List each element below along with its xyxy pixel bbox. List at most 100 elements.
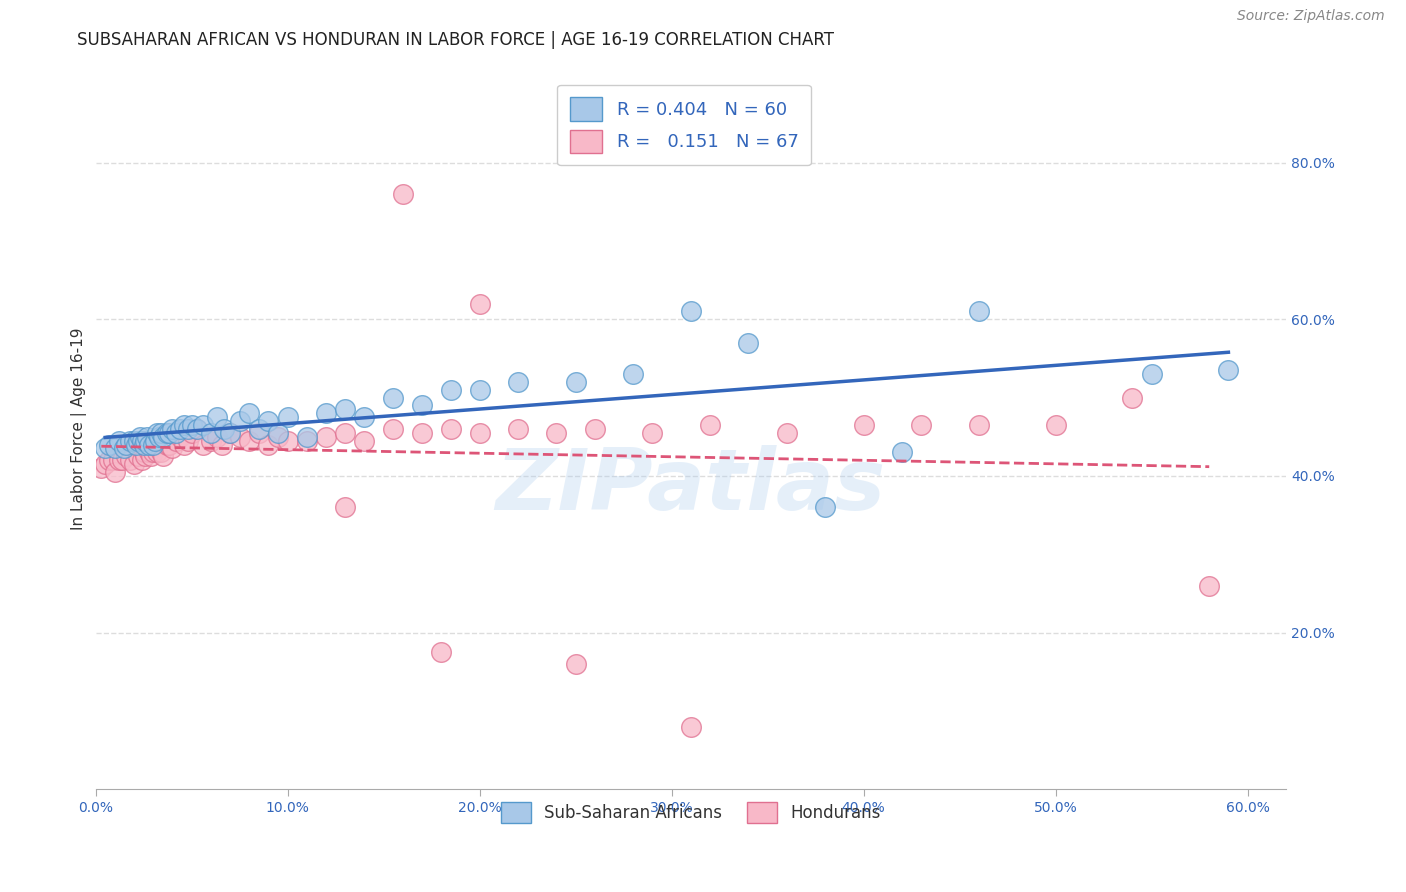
Point <box>142 445 165 459</box>
Point <box>1140 367 1163 381</box>
Point <box>411 398 433 412</box>
Text: SUBSAHARAN AFRICAN VS HONDURAN IN LABOR FORCE | AGE 16-19 CORRELATION CHART: SUBSAHARAN AFRICAN VS HONDURAN IN LABOR … <box>77 31 834 49</box>
Point <box>165 425 187 440</box>
Point <box>146 445 169 459</box>
Point <box>1045 417 1067 432</box>
Point <box>157 425 180 440</box>
Point <box>776 425 799 440</box>
Point <box>247 422 270 436</box>
Point <box>94 457 117 471</box>
Point <box>205 410 228 425</box>
Point <box>468 383 491 397</box>
Point <box>90 461 112 475</box>
Point <box>112 442 135 456</box>
Point <box>228 430 250 444</box>
Point <box>156 437 179 451</box>
Point <box>131 434 153 448</box>
Point <box>101 453 124 467</box>
Point <box>967 304 990 318</box>
Point <box>219 425 242 440</box>
Point <box>238 434 260 448</box>
Point <box>621 367 644 381</box>
Point <box>583 422 606 436</box>
Point <box>132 437 155 451</box>
Point <box>267 430 290 444</box>
Point <box>546 425 568 440</box>
Point <box>127 450 149 464</box>
Point <box>107 434 129 448</box>
Point <box>1218 363 1240 377</box>
Point <box>315 430 337 444</box>
Point <box>156 425 179 440</box>
Point <box>335 402 357 417</box>
Point <box>506 375 529 389</box>
Point <box>127 434 149 448</box>
Point <box>157 437 180 451</box>
Point <box>186 422 208 436</box>
Point <box>411 425 433 440</box>
Point <box>353 410 375 425</box>
Point <box>506 422 529 436</box>
Point <box>162 422 184 436</box>
Point <box>212 422 235 436</box>
Point <box>122 434 145 448</box>
Point <box>152 450 174 464</box>
Point <box>134 450 156 464</box>
Point <box>910 417 932 432</box>
Point <box>104 442 127 456</box>
Point <box>162 442 184 456</box>
Point <box>115 437 138 451</box>
Point <box>141 450 163 464</box>
Point <box>98 453 121 467</box>
Point <box>107 453 129 467</box>
Y-axis label: In Labor Force | Age 16-19: In Labor Force | Age 16-19 <box>72 327 87 530</box>
Point <box>219 425 242 440</box>
Point <box>564 657 586 671</box>
Point <box>180 417 202 432</box>
Point <box>186 422 208 436</box>
Point <box>200 425 222 440</box>
Point <box>211 437 233 451</box>
Point <box>104 465 127 479</box>
Point <box>120 434 142 448</box>
Point <box>165 434 187 448</box>
Point <box>335 425 357 440</box>
Point <box>134 434 156 448</box>
Point <box>852 417 875 432</box>
Point <box>295 430 318 444</box>
Point <box>191 437 214 451</box>
Point <box>138 445 160 459</box>
Point <box>468 296 491 310</box>
Point <box>146 425 169 440</box>
Point <box>120 453 142 467</box>
Point <box>136 442 159 456</box>
Point <box>200 434 222 448</box>
Point <box>257 414 280 428</box>
Point <box>131 453 153 467</box>
Text: ZIPatlas: ZIPatlas <box>496 445 886 528</box>
Point <box>679 720 702 734</box>
Point <box>191 417 214 432</box>
Point <box>169 422 191 436</box>
Point <box>440 383 463 397</box>
Point <box>122 457 145 471</box>
Point <box>814 500 837 515</box>
Text: Source: ZipAtlas.com: Source: ZipAtlas.com <box>1237 9 1385 23</box>
Point <box>1198 578 1220 592</box>
Point <box>295 434 318 448</box>
Point <box>382 391 405 405</box>
Point <box>391 186 413 201</box>
Point <box>152 430 174 444</box>
Legend: Sub-Saharan Africans, Hondurans: Sub-Saharan Africans, Hondurans <box>489 790 893 835</box>
Point <box>353 434 375 448</box>
Point <box>177 434 200 448</box>
Point <box>315 406 337 420</box>
Point <box>564 375 586 389</box>
Point <box>1121 391 1143 405</box>
Point <box>180 425 202 440</box>
Point <box>94 442 117 456</box>
Point <box>277 410 299 425</box>
Point <box>277 434 299 448</box>
Point <box>679 304 702 318</box>
Point <box>177 422 200 436</box>
